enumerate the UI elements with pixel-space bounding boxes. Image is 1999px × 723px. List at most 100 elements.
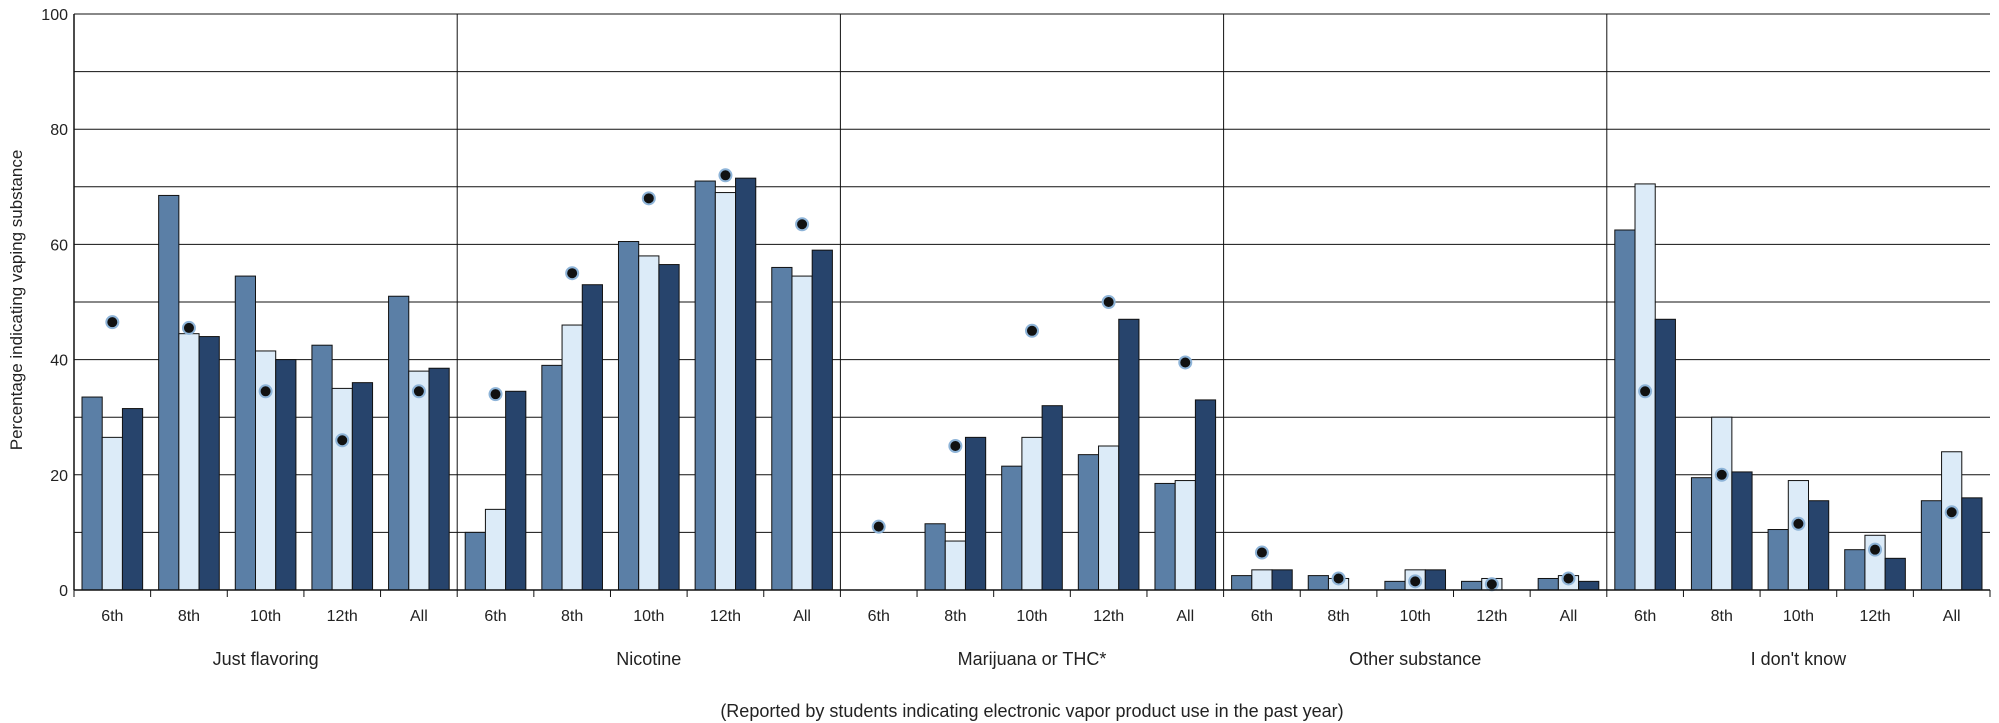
x-tick-label: All bbox=[1176, 608, 1194, 625]
bar bbox=[581, 284, 603, 591]
bar bbox=[694, 180, 716, 591]
bar bbox=[1920, 500, 1943, 591]
bar bbox=[1844, 549, 1866, 591]
y-tick-label: 20 bbox=[50, 468, 68, 485]
bar bbox=[791, 275, 813, 591]
x-tick-label: 6th bbox=[1634, 608, 1656, 625]
data-point bbox=[1178, 355, 1193, 370]
data-point bbox=[1714, 467, 1729, 482]
bar bbox=[1154, 482, 1176, 591]
points bbox=[105, 168, 1959, 592]
data-point bbox=[871, 519, 886, 534]
group-label: Just flavoring bbox=[213, 649, 319, 669]
bar bbox=[617, 241, 640, 591]
bar bbox=[964, 436, 987, 591]
group-label: Marijuana or THC* bbox=[958, 649, 1107, 669]
bar bbox=[351, 382, 374, 591]
labels: 0 20 40 60 80 100 6th 8th 10th 12th All Just flavor… bbox=[41, 7, 1960, 669]
y-tick-label: 60 bbox=[50, 237, 68, 254]
bar bbox=[464, 531, 486, 591]
bar bbox=[275, 359, 297, 591]
bar bbox=[714, 192, 737, 591]
bar bbox=[1614, 229, 1636, 591]
bar bbox=[1461, 580, 1483, 591]
x-tick-label: 12th bbox=[710, 608, 741, 625]
bar bbox=[388, 295, 410, 591]
x-tick-label: 6th bbox=[868, 608, 890, 625]
y-tick-label: 80 bbox=[50, 122, 68, 139]
data-point bbox=[1868, 542, 1883, 557]
x-tick-label: 8th bbox=[178, 608, 200, 625]
data-point bbox=[565, 266, 580, 281]
bar bbox=[1251, 569, 1273, 591]
bar bbox=[1174, 480, 1196, 591]
data-point bbox=[335, 433, 350, 448]
bar bbox=[1118, 318, 1140, 591]
x-tick-label: 10th bbox=[1783, 608, 1814, 625]
bar bbox=[924, 523, 946, 591]
bar bbox=[121, 408, 144, 591]
bar bbox=[1098, 445, 1120, 591]
bar bbox=[1690, 477, 1713, 591]
bar bbox=[234, 275, 256, 591]
data-point bbox=[1484, 577, 1499, 592]
data-point bbox=[1944, 505, 1959, 520]
data-point bbox=[411, 384, 426, 399]
bar bbox=[484, 508, 507, 591]
axes bbox=[73, 14, 1991, 597]
bar bbox=[178, 333, 200, 591]
group-label: Other substance bbox=[1349, 649, 1481, 669]
x-tick-label: 6th bbox=[101, 608, 123, 625]
bar bbox=[428, 367, 450, 591]
data-point bbox=[1025, 323, 1039, 338]
bar bbox=[198, 336, 220, 591]
y-tick-label: 100 bbox=[41, 7, 68, 24]
data-point bbox=[1561, 571, 1576, 586]
x-tick-label: 6th bbox=[1251, 608, 1273, 625]
bar bbox=[1767, 529, 1789, 591]
bar bbox=[1731, 471, 1753, 591]
data-point bbox=[1331, 571, 1346, 586]
x-tick-label: 8th bbox=[1711, 608, 1733, 625]
x-tick-label: 12th bbox=[327, 608, 358, 625]
bar bbox=[1271, 569, 1293, 591]
bar bbox=[311, 344, 333, 591]
bar bbox=[638, 255, 660, 591]
data-point bbox=[948, 439, 963, 453]
data-point bbox=[1254, 545, 1269, 560]
x-tick-label: All bbox=[793, 608, 811, 625]
bar bbox=[505, 390, 527, 591]
x-tick-label: 8th bbox=[944, 608, 966, 625]
bar bbox=[658, 264, 680, 591]
data-point bbox=[1101, 295, 1116, 309]
bar bbox=[1307, 575, 1329, 591]
bar bbox=[1231, 575, 1253, 591]
x-tick-label: All bbox=[1560, 608, 1578, 625]
data-point bbox=[1408, 574, 1423, 589]
x-tick-label: 12th bbox=[1093, 608, 1124, 625]
bar bbox=[1884, 557, 1906, 591]
bar bbox=[1787, 480, 1810, 591]
bar bbox=[1808, 500, 1830, 591]
bar bbox=[944, 540, 966, 591]
bar bbox=[1654, 318, 1676, 591]
bar bbox=[1537, 577, 1559, 591]
data-point bbox=[641, 191, 656, 206]
x-tick-label: 8th bbox=[561, 608, 583, 625]
bar bbox=[101, 436, 123, 591]
group-label: Nicotine bbox=[616, 649, 681, 669]
bar bbox=[811, 249, 833, 591]
bar bbox=[1384, 580, 1406, 591]
x-tick-label: 12th bbox=[1476, 608, 1507, 625]
bar bbox=[771, 266, 793, 591]
x-tick-label: 12th bbox=[1859, 608, 1890, 625]
data-point bbox=[181, 320, 196, 335]
data-point bbox=[258, 384, 273, 399]
bar bbox=[1424, 569, 1447, 591]
data-point bbox=[488, 387, 503, 402]
bar bbox=[1194, 399, 1217, 591]
bar bbox=[1711, 416, 1733, 591]
group-label: I don't know bbox=[1751, 649, 1847, 669]
chart-caption: (Reported by students indicating electro… bbox=[720, 701, 1343, 721]
bar bbox=[158, 194, 180, 591]
